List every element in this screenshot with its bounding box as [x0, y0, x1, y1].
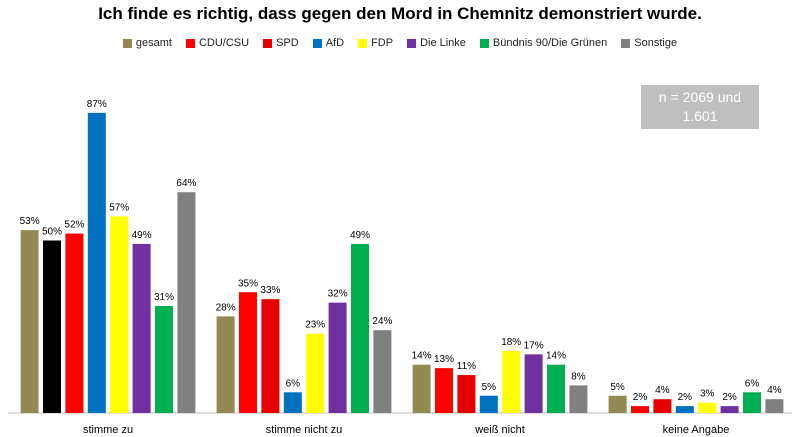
legend-swatch [263, 38, 273, 48]
legend-label: CDU/CSU [198, 37, 250, 49]
legend-swatch [479, 38, 489, 48]
chart-title: Ich finde es richtig, dass gegen den Mor… [98, 4, 702, 23]
bar-value-label: 53% [20, 216, 40, 227]
bar-value-label: 4% [655, 385, 670, 396]
sample-size-note: n = 2069 und 1.601 [641, 85, 759, 129]
legend-label: Sonstige [634, 37, 678, 49]
bar-value-label: 2% [722, 392, 737, 403]
bar-value-label: 14% [546, 351, 566, 362]
category-label: stimme zu [83, 424, 133, 436]
bar-value-label: 31% [154, 292, 174, 303]
bar [412, 364, 431, 413]
legend-swatch [312, 38, 322, 48]
bar [524, 354, 543, 413]
bar [132, 243, 151, 413]
bar [216, 316, 235, 413]
bar [351, 243, 369, 413]
bar-value-label: 5% [610, 382, 625, 393]
legend-swatch [185, 38, 195, 48]
bar [765, 399, 784, 413]
bar-value-label: 2% [678, 392, 693, 403]
legend-swatch [407, 38, 417, 48]
legend-item: gesamt [122, 37, 172, 49]
bar-value-label: 6% [745, 378, 760, 389]
bar-value-label: 87% [87, 99, 107, 110]
bar-value-label: 2% [633, 392, 648, 403]
bar [177, 192, 196, 413]
legend-item: CDU/CSU [185, 37, 250, 49]
bar [435, 368, 453, 413]
category-label: stimme nicht zu [266, 424, 342, 436]
bar [239, 292, 257, 413]
legend-swatch [122, 38, 132, 48]
bar [373, 330, 392, 413]
bar [43, 240, 61, 413]
legend-item: AfD [312, 37, 345, 49]
legend-label: SPD [276, 37, 299, 49]
bar-value-label: 52% [64, 220, 84, 231]
bar-value-label: 64% [176, 178, 196, 189]
category-label: keine Angabe [663, 424, 730, 436]
bar-value-label: 4% [767, 385, 782, 396]
legend-swatch [358, 38, 368, 48]
bar-value-label: 11% [457, 361, 476, 372]
bar-value-label: 8% [571, 371, 586, 382]
bar [155, 306, 173, 413]
legend-label: FDP [371, 37, 394, 49]
bar [653, 399, 672, 413]
bar [743, 392, 761, 413]
bar-value-label: 14% [412, 351, 432, 362]
bar-value-label: 33% [260, 285, 280, 296]
bar [261, 299, 280, 413]
bar [547, 364, 565, 413]
bar [87, 112, 106, 413]
legend-label: Bündnis 90/Die Grünen [492, 37, 608, 49]
bar-value-label: 28% [216, 302, 236, 313]
bar-value-label: 57% [109, 202, 129, 213]
legend: gesamt CDU/CSU SPD AfD FDP Die Linke Bündnis 9… [0, 37, 800, 49]
bar-value-label: 35% [238, 278, 258, 289]
bar [502, 350, 521, 413]
bar-value-label: 32% [328, 289, 348, 300]
bar-value-label: 3% [700, 389, 715, 400]
bar [65, 233, 84, 413]
bar [479, 395, 498, 413]
bar-value-label: 24% [372, 316, 392, 327]
bar [569, 385, 588, 413]
legend-item: SPD [263, 37, 299, 49]
legend-item: Bündnis 90/Die Grünen [479, 37, 608, 49]
bar-value-label: 6% [286, 378, 301, 389]
bar-value-label: 13% [434, 354, 454, 365]
legend-label: Die Linke [420, 37, 466, 49]
bar-value-label: 49% [350, 230, 370, 241]
bar-value-label: 49% [132, 230, 152, 241]
legend-item: Die Linke [407, 37, 466, 49]
bar-value-label: 5% [482, 382, 497, 393]
bar [20, 230, 39, 413]
bar-value-label: 17% [524, 340, 544, 351]
legend-label: gesamt [135, 37, 172, 49]
legend-label: AfD [325, 37, 345, 49]
bar [631, 406, 649, 413]
bar [608, 395, 627, 413]
bar [328, 302, 347, 413]
bar [306, 333, 325, 413]
bar [675, 406, 694, 413]
bar-value-label: 50% [42, 227, 62, 238]
category-label: weiß nicht [474, 424, 525, 436]
bar [283, 392, 302, 413]
bar [110, 216, 129, 413]
bar [698, 402, 717, 413]
bar-value-label: 18% [501, 337, 521, 348]
legend-item: FDP [358, 37, 393, 49]
bar [457, 375, 476, 413]
legend-item: Sonstige [621, 37, 677, 49]
legend-swatch [621, 38, 631, 48]
bar-value-label: 23% [305, 320, 325, 331]
bar [720, 406, 739, 413]
